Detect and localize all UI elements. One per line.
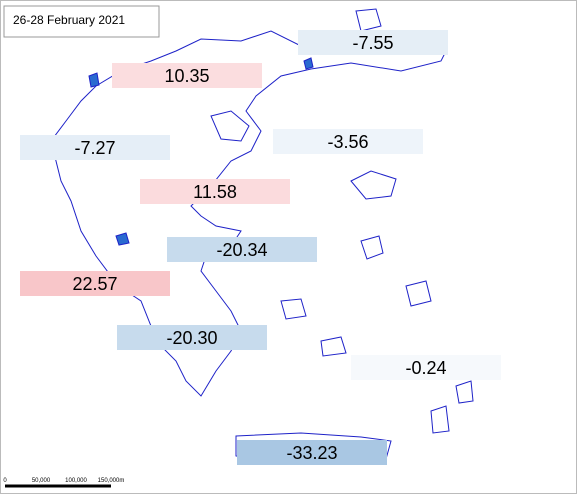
value-label: 10.35 — [164, 66, 209, 86]
scale-label: 0 — [3, 478, 7, 484]
value-label: -33.23 — [286, 443, 337, 463]
value-box — [20, 271, 170, 296]
value-label: -0.24 — [405, 358, 446, 378]
value-box — [167, 237, 317, 262]
scale-label: 150,000m — [98, 478, 125, 484]
value-label: 22.57 — [72, 274, 117, 294]
value-label: -3.56 — [327, 132, 368, 152]
value-box — [298, 30, 448, 55]
value-box — [112, 63, 262, 88]
value-box — [237, 440, 387, 465]
value-box — [117, 325, 267, 350]
value-label: -7.55 — [352, 33, 393, 53]
scale-label: 100,000 — [65, 478, 87, 484]
value-box — [273, 129, 423, 154]
value-box — [140, 179, 290, 204]
value-label: -20.34 — [216, 240, 267, 260]
value-label: -20.30 — [166, 328, 217, 348]
value-box — [20, 135, 170, 160]
value-box — [351, 355, 501, 380]
value-label: -7.27 — [74, 138, 115, 158]
date-box — [3, 5, 160, 38]
date-label: 26-28 February 2021 — [13, 13, 125, 27]
value-label: 11.58 — [193, 182, 237, 202]
scale-label: 50,000 — [32, 478, 51, 484]
